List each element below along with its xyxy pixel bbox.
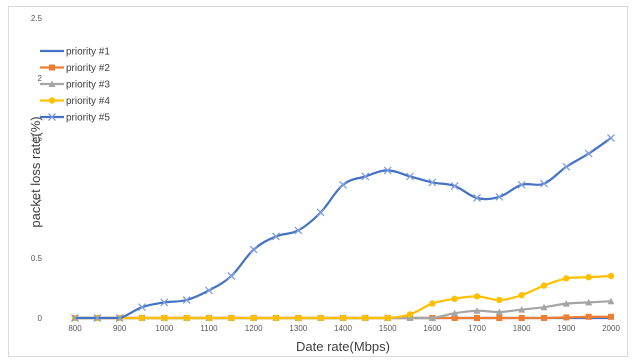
legend-label: priority #3 bbox=[66, 80, 110, 91]
data-point-priority-4 bbox=[161, 314, 168, 322]
data-point-priority-5 bbox=[584, 149, 593, 158]
x-tick-label: 1500 bbox=[379, 324, 397, 333]
y-tick-label: 0.5 bbox=[31, 254, 43, 263]
x-tick-label: 1100 bbox=[200, 324, 218, 333]
data-point-priority-4 bbox=[228, 314, 235, 322]
x-axis-label: Date rate(Mbps) bbox=[296, 339, 390, 354]
data-point-priority-2 bbox=[451, 315, 458, 321]
data-point-priority-3 bbox=[473, 307, 481, 314]
data-point-priority-5 bbox=[361, 172, 370, 181]
data-point-priority-5 bbox=[495, 192, 504, 201]
legend-label: priority #2 bbox=[66, 63, 110, 74]
data-point-priority-5 bbox=[428, 178, 437, 187]
data-point-priority-5 bbox=[517, 180, 526, 189]
y-tick-label: 2 bbox=[38, 74, 43, 83]
data-point-priority-3 bbox=[585, 298, 593, 306]
legend-marker-priority-3 bbox=[48, 80, 56, 87]
x-tick-label: 1700 bbox=[468, 324, 486, 333]
legend-marker-priority-4 bbox=[48, 97, 56, 104]
data-point-priority-4 bbox=[138, 314, 146, 322]
x-tick-label: 900 bbox=[113, 324, 127, 333]
data-point-priority-5 bbox=[205, 286, 213, 295]
x-tick-label: 800 bbox=[68, 324, 82, 333]
x-tick-label: 1300 bbox=[289, 324, 307, 333]
data-point-priority-3 bbox=[540, 303, 548, 311]
legend-marker-priority-2 bbox=[49, 64, 55, 71]
data-point-priority-3 bbox=[451, 309, 459, 317]
data-point-priority-4 bbox=[317, 314, 324, 322]
data-point-priority-3 bbox=[428, 314, 436, 321]
data-point-priority-5 bbox=[562, 162, 571, 171]
legend-label: priority #4 bbox=[66, 96, 110, 107]
x-tick-label: 1400 bbox=[334, 324, 352, 333]
data-point-priority-4 bbox=[540, 282, 548, 289]
x-tick-label: 1200 bbox=[245, 324, 263, 333]
y-axis-label: packet loss rate(%) bbox=[28, 116, 43, 227]
data-point-priority-4 bbox=[362, 314, 369, 322]
data-point-priority-4 bbox=[451, 295, 458, 302]
data-point-priority-4 bbox=[429, 300, 436, 307]
data-point-priority-5 bbox=[71, 314, 79, 322]
data-point-priority-4 bbox=[295, 314, 302, 322]
data-point-priority-4 bbox=[496, 296, 503, 304]
x-tick-label: 1000 bbox=[155, 324, 173, 333]
data-point-priority-3 bbox=[562, 300, 570, 307]
data-point-priority-2 bbox=[608, 313, 614, 320]
data-point-priority-2 bbox=[474, 315, 480, 321]
data-point-priority-4 bbox=[585, 274, 592, 281]
data-point-priority-4 bbox=[607, 272, 615, 280]
y-tick-label: 1 bbox=[38, 194, 43, 203]
data-point-priority-3 bbox=[518, 306, 526, 313]
data-point-priority-5 bbox=[249, 245, 258, 254]
data-point-priority-5 bbox=[227, 272, 236, 280]
data-point-priority-5 bbox=[93, 314, 102, 322]
data-point-priority-4 bbox=[183, 314, 190, 322]
data-point-priority-3 bbox=[607, 297, 615, 305]
data-point-priority-2 bbox=[518, 315, 525, 321]
data-point-priority-5 bbox=[450, 182, 459, 190]
y-tick-label: 1.5 bbox=[31, 134, 43, 143]
data-point-priority-4 bbox=[339, 314, 347, 322]
data-point-priority-2 bbox=[541, 315, 547, 321]
data-point-priority-4 bbox=[205, 314, 213, 322]
series-line-priority-4 bbox=[73, 274, 613, 320]
data-point-priority-4 bbox=[473, 293, 481, 300]
data-point-priority-4 bbox=[250, 314, 257, 322]
data-point-priority-5 bbox=[160, 298, 169, 307]
x-tick-label: 1800 bbox=[513, 324, 531, 333]
data-point-priority-5 bbox=[138, 303, 146, 312]
data-point-priority-3 bbox=[406, 314, 414, 321]
data-point-priority-4 bbox=[406, 311, 414, 318]
data-point-priority-2 bbox=[496, 315, 503, 321]
data-point-priority-5 bbox=[115, 314, 124, 322]
data-point-priority-5 bbox=[182, 296, 191, 304]
data-point-priority-2 bbox=[563, 314, 570, 321]
data-point-priority-5 bbox=[540, 179, 548, 188]
data-point-priority-2 bbox=[585, 313, 592, 320]
x-tick-label: 1900 bbox=[557, 324, 575, 333]
data-point-priority-5 bbox=[316, 208, 325, 217]
data-point-priority-4 bbox=[518, 292, 525, 299]
data-point-priority-5 bbox=[339, 180, 347, 189]
data-point-priority-4 bbox=[272, 314, 280, 322]
legend-label: priority #1 bbox=[66, 47, 110, 58]
data-point-priority-5 bbox=[406, 172, 414, 181]
data-point-priority-4 bbox=[563, 275, 570, 282]
data-point-priority-5 bbox=[383, 166, 392, 175]
legend-label: priority #5 bbox=[66, 113, 110, 124]
legend-marker-priority-5 bbox=[48, 113, 56, 121]
y-tick-label: 0 bbox=[38, 314, 43, 323]
data-point-priority-5 bbox=[607, 134, 615, 142]
data-point-priority-4 bbox=[384, 314, 391, 322]
data-point-priority-5 bbox=[294, 226, 303, 235]
data-point-priority-3 bbox=[495, 308, 503, 315]
y-tick-label: 2.5 bbox=[31, 14, 43, 23]
x-tick-label: 2000 bbox=[602, 324, 620, 333]
data-point-priority-5 bbox=[272, 232, 280, 241]
data-point-priority-5 bbox=[473, 194, 481, 202]
x-tick-label: 1600 bbox=[423, 324, 441, 333]
